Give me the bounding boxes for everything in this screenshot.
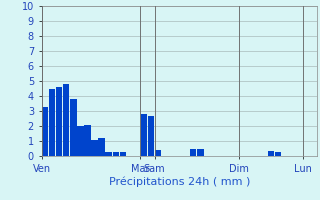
Bar: [84, 124, 91, 156]
Bar: [91, 140, 98, 156]
Bar: [99, 138, 105, 156]
Bar: [197, 148, 204, 156]
Bar: [275, 152, 281, 156]
Bar: [49, 88, 55, 156]
Bar: [268, 151, 274, 156]
Bar: [56, 87, 62, 156]
Bar: [155, 150, 161, 156]
X-axis label: Précipitations 24h ( mm ): Précipitations 24h ( mm ): [108, 176, 250, 187]
Bar: [113, 152, 119, 156]
Bar: [70, 99, 76, 156]
Bar: [42, 106, 48, 156]
Bar: [141, 114, 147, 156]
Bar: [106, 152, 112, 156]
Bar: [190, 148, 196, 156]
Bar: [77, 126, 84, 156]
Bar: [120, 152, 126, 156]
Bar: [148, 116, 154, 156]
Bar: [63, 84, 69, 156]
